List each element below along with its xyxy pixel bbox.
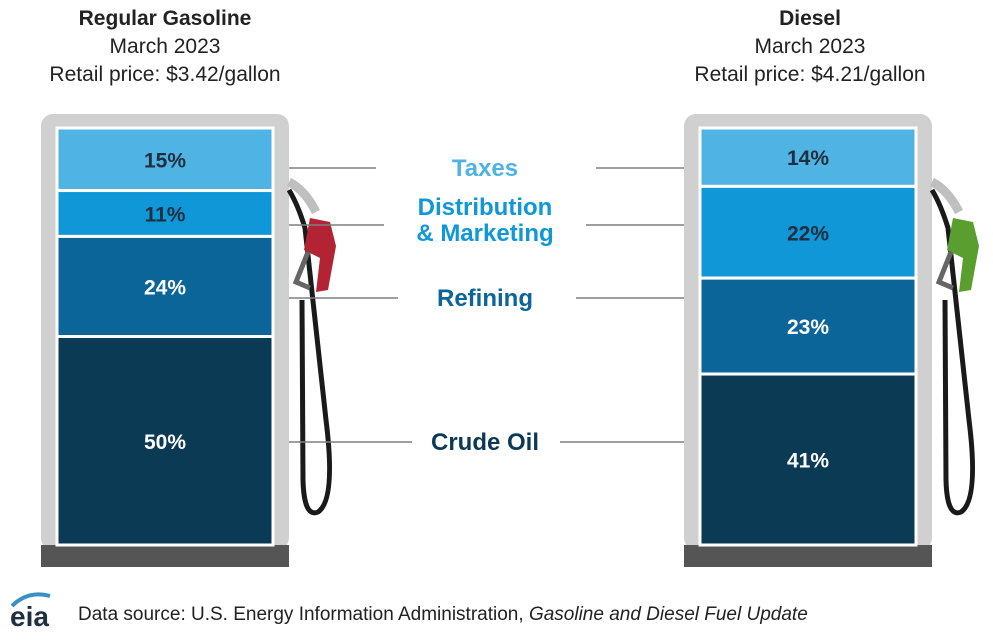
diesel-period: March 2023 [754, 35, 866, 58]
diesel-label-distribution: 22% [787, 222, 829, 245]
gasoline-title: Regular Gasoline [78, 7, 252, 30]
diesel-segment-refining [698, 276, 918, 376]
component-label-distribution-line1: Distribution [418, 194, 553, 221]
diesel-title: Diesel [779, 7, 841, 30]
fuel-price-chart: 15% 11% 24% 50% 14% 22% 23% 41% Taxes Distributi… [41, 114, 979, 567]
component-label-taxes: Taxes [452, 155, 518, 182]
component-label-refining: Refining [437, 285, 533, 312]
diesel-nozzle-icon [929, 177, 979, 516]
gasoline-nozzle-icon [286, 177, 336, 516]
eia-logo-text: eia [10, 601, 49, 632]
data-source: Data source: U.S. Energy Information Adm… [78, 604, 808, 626]
gasoline-period: March 2023 [109, 35, 221, 58]
eia-logo-icon: eia [8, 586, 68, 639]
diesel-label-refining: 23% [787, 316, 829, 339]
gasoline-pump-base [41, 545, 289, 567]
diesel-label-crude: 41% [787, 450, 829, 473]
gasoline-segment-crude [55, 335, 275, 547]
gasoline-header: Regular Gasoline March 2023 Retail price… [20, 5, 310, 89]
diesel-pump-base [684, 545, 932, 567]
gasoline-label-crude: 50% [144, 431, 186, 454]
component-label-crude: Crude Oil [431, 429, 539, 456]
diesel-header: Diesel March 2023 Retail price: $4.21/ga… [660, 5, 960, 89]
gasoline-label-distribution: 11% [145, 203, 186, 226]
gasoline-label-taxes: 15% [144, 149, 186, 172]
data-source-title: Gasoline and Diesel Fuel Update [528, 604, 808, 625]
diesel-segment-distribution [698, 184, 918, 280]
diesel-price: Retail price: $4.21/gallon [694, 63, 926, 86]
diesel-segment-crude [698, 372, 918, 547]
diesel-label-taxes: 14% [787, 147, 829, 170]
gasoline-price: Retail price: $3.42/gallon [49, 63, 281, 86]
component-label-distribution-line2: & Marketing [416, 220, 553, 247]
data-source-prefix: Data source: U.S. Energy Information Adm… [78, 604, 529, 625]
gasoline-label-refining: 24% [144, 276, 186, 299]
